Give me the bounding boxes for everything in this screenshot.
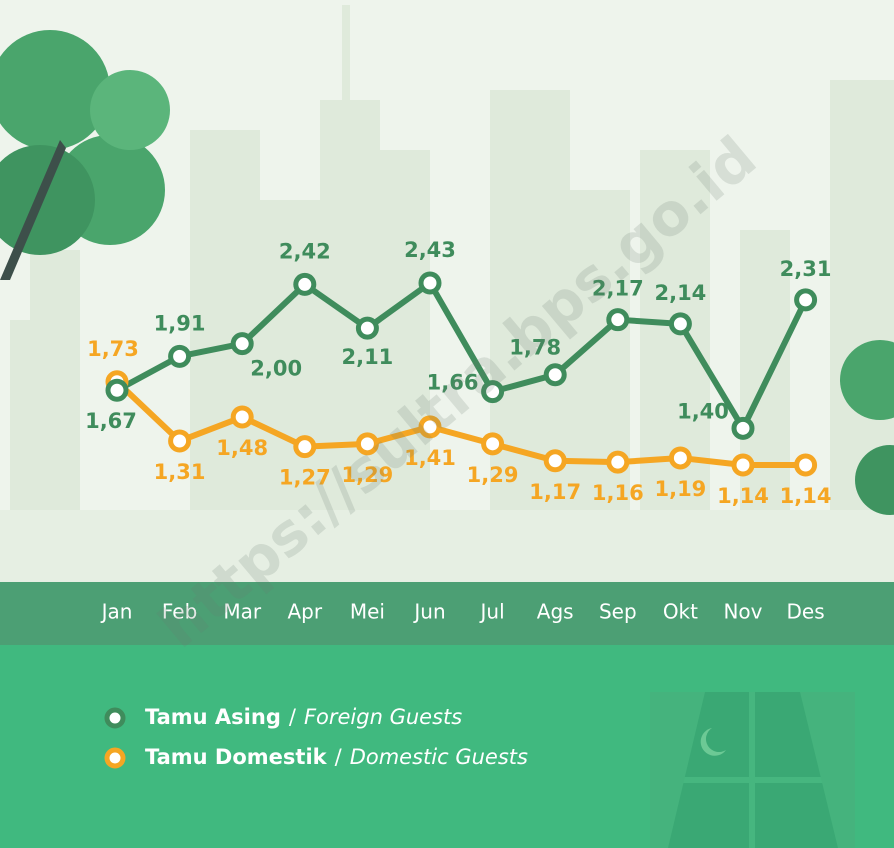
marker: [731, 416, 755, 440]
value-label: 2,17: [592, 277, 644, 301]
value-label: 2,11: [341, 345, 393, 369]
marker: [105, 378, 129, 402]
marker: [794, 288, 818, 312]
marker: [606, 308, 630, 332]
marker: [168, 429, 192, 453]
value-label: 1,31: [154, 460, 206, 484]
value-label: 1,14: [780, 484, 832, 508]
x-tick-label: Des: [787, 600, 825, 624]
value-label: 1,19: [654, 477, 706, 501]
marker: [543, 363, 567, 387]
legend-marker: [104, 747, 126, 769]
legend-text: /: [335, 745, 343, 769]
value-label: 1,14: [717, 484, 769, 508]
marker: [355, 316, 379, 340]
legend-marker: [104, 707, 126, 729]
x-tick-label: Mar: [223, 600, 262, 624]
x-tick-label: Jul: [479, 600, 505, 624]
marker: [293, 272, 317, 296]
window: [650, 692, 855, 848]
legend-text: Tamu Domestik: [145, 745, 328, 769]
x-tick-label: Jan: [100, 600, 133, 624]
value-label: 1,67: [85, 409, 137, 433]
legend-text: /: [289, 705, 297, 729]
value-label: 1,29: [341, 463, 393, 487]
value-label: 1,27: [279, 466, 331, 490]
marker: [794, 453, 818, 477]
value-label: 1,17: [529, 480, 581, 504]
legend-text: Domestic Guests: [350, 745, 528, 769]
legend-label: Tamu Domestik / Domestic Guests: [145, 745, 528, 769]
marker: [418, 271, 442, 295]
value-label: 1,78: [509, 336, 561, 360]
value-label: 1,29: [467, 463, 519, 487]
x-tick-label: Feb: [162, 600, 197, 624]
value-label: 1,73: [87, 337, 139, 361]
marker: [293, 435, 317, 459]
marker: [731, 453, 755, 477]
value-label: 2,43: [404, 238, 456, 262]
x-tick-label: Ags: [537, 600, 574, 624]
x-tick-label: Okt: [663, 600, 698, 624]
value-label: 1,16: [592, 481, 644, 505]
marker: [668, 312, 692, 336]
legend-text: Foreign Guests: [304, 705, 462, 729]
ground: [0, 510, 894, 582]
x-tick-label: Nov: [723, 600, 762, 624]
value-label: 1,40: [677, 399, 729, 423]
legend-label: Tamu Asing / Foreign Guests: [145, 705, 462, 729]
x-tick-label: Jun: [412, 600, 445, 624]
marker: [543, 449, 567, 473]
value-label: 2,42: [279, 239, 331, 263]
x-tick-label: Apr: [287, 600, 322, 624]
marker: [418, 415, 442, 439]
tree-left: [0, 30, 170, 280]
marker: [606, 450, 630, 474]
tree-right: [840, 340, 894, 515]
marker: [355, 432, 379, 456]
value-label: 1,66: [427, 371, 479, 395]
marker: [668, 446, 692, 470]
value-label: 1,91: [154, 311, 206, 335]
marker: [481, 432, 505, 456]
value-label: 1,41: [404, 446, 456, 470]
value-label: 2,00: [250, 357, 302, 381]
legend-text: Tamu Asing: [145, 705, 281, 729]
marker: [230, 405, 254, 429]
marker: [168, 344, 192, 368]
value-label: 2,14: [654, 281, 706, 305]
x-tick-label: Sep: [599, 600, 637, 624]
x-tick-label: Mei: [350, 600, 385, 624]
month-band: [0, 582, 894, 645]
value-label: 1,48: [216, 436, 268, 460]
marker: [230, 332, 254, 356]
marker: [481, 380, 505, 404]
value-label: 2,31: [780, 257, 832, 281]
